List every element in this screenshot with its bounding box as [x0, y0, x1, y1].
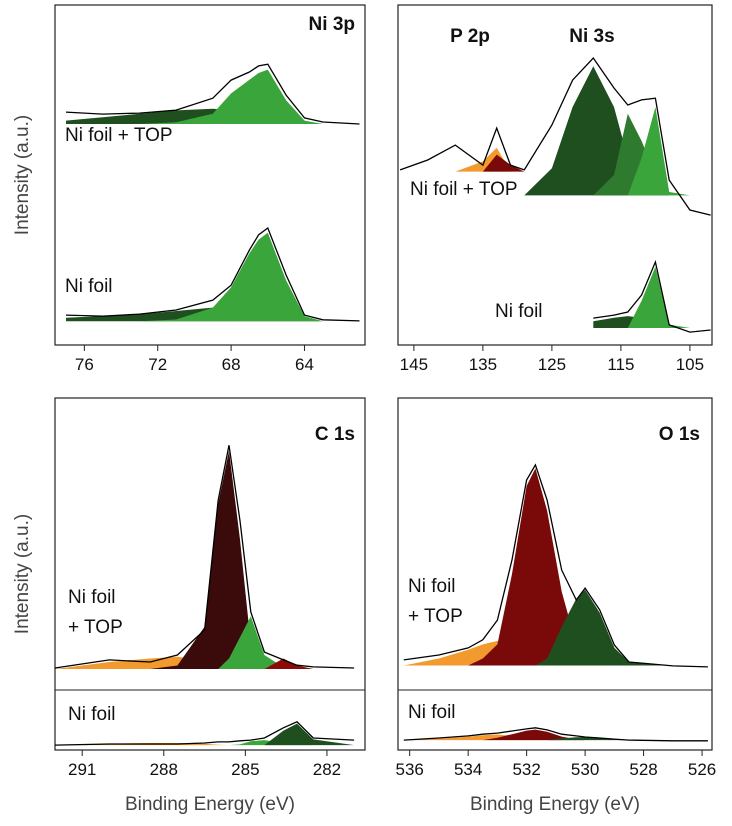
component-area	[400, 66, 711, 196]
component-area	[403, 729, 708, 741]
x-tick-label: 528	[629, 760, 657, 779]
x-axis-label: Binding Energy (eV)	[470, 794, 640, 815]
x-tick-label: 526	[688, 760, 716, 779]
annotation: + TOP	[68, 617, 123, 638]
component-area	[403, 589, 708, 666]
annotation: P 2p	[450, 26, 490, 47]
plot-frame	[54, 397, 366, 751]
spectrum-line	[65, 226, 360, 322]
component-area	[403, 734, 708, 741]
spectrum-line	[403, 463, 708, 668]
spectrum-line	[399, 56, 711, 216]
component-area	[593, 266, 711, 328]
panel-title: Ni 3p	[309, 14, 355, 35]
x-tick-label: 530	[571, 760, 599, 779]
x-tick-label: 285	[231, 760, 259, 779]
component-area	[55, 658, 355, 669]
spectrum-line	[54, 721, 355, 746]
panel-title: C 1s	[315, 424, 355, 445]
x-tick-label: 105	[676, 355, 704, 374]
spectrum-line	[403, 727, 708, 742]
plot-frame	[397, 397, 713, 751]
x-axis-label: Binding Energy (eV)	[125, 794, 295, 815]
spectrum-line	[593, 259, 711, 333]
x-tick-label: 64	[295, 355, 314, 374]
component-area	[403, 640, 708, 666]
annotation: Ni foil + TOP	[65, 125, 173, 146]
annotation: Ni foil	[495, 301, 543, 322]
annotation: Ni foil + TOP	[410, 179, 518, 200]
annotation: Ni foil	[65, 276, 113, 297]
x-tick-label: 76	[75, 355, 94, 374]
x-tick-label: 115	[607, 355, 634, 374]
x-tick-label: 145	[400, 355, 428, 374]
x-tick-label: 125	[538, 355, 566, 374]
component-area	[400, 107, 711, 196]
x-tick-label: 72	[148, 355, 167, 374]
component-area	[400, 147, 711, 172]
x-tick-label: 534	[454, 760, 482, 779]
annotation: Ni foil	[68, 704, 116, 725]
annotation: Ni foil	[408, 702, 456, 723]
x-tick-label: 536	[396, 760, 424, 779]
component-area	[400, 113, 711, 196]
component-area	[403, 468, 708, 666]
component-area	[403, 737, 708, 741]
panel-title: O 1s	[659, 424, 700, 445]
plot-frame	[397, 4, 713, 346]
annotation: Ni foil	[408, 576, 456, 597]
annotation: Ni foil	[68, 587, 116, 608]
x-tick-label: 135	[469, 355, 497, 374]
x-tick-label: 282	[313, 760, 341, 779]
spectrum-line	[65, 63, 360, 125]
annotation: + TOP	[408, 606, 463, 627]
spectrum-line	[54, 445, 355, 669]
component-area	[66, 232, 360, 322]
y-axis-label: Intensity (a.u.)	[12, 514, 33, 634]
x-tick-label: 532	[512, 760, 540, 779]
component-area	[66, 69, 360, 124]
x-tick-label: 288	[150, 760, 178, 779]
y-axis-label: Intensity (a.u.)	[12, 115, 33, 235]
annotation: Ni 3s	[569, 26, 614, 47]
component-area	[55, 723, 355, 746]
plot-frame	[54, 4, 366, 346]
x-tick-label: 291	[68, 760, 96, 779]
x-tick-label: 68	[222, 355, 241, 374]
